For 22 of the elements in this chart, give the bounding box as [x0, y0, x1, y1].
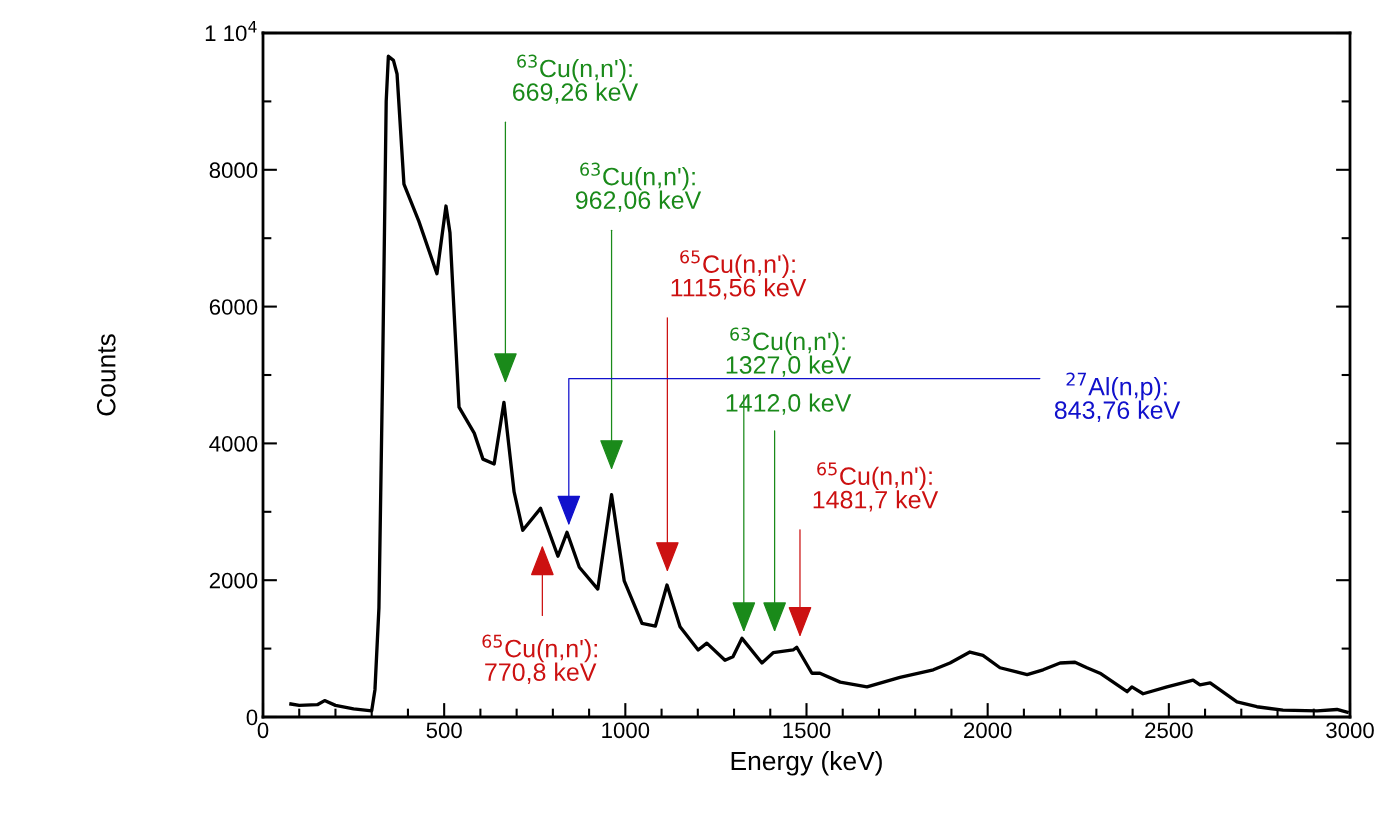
annotation: $^{65}$Cu(n,n'): 770,8 keV: [482, 634, 597, 684]
y-tick-label: 6000: [209, 299, 258, 315]
y-tick-label: 1 10$^{4}$: [205, 21, 257, 42]
annotation: $^{63}$Cu(n,n'): 962,06 keV: [575, 162, 702, 212]
x-tick-label: 3000: [1326, 722, 1374, 739]
annotation: $^{63}$Cu(n,n'): 1327,0 keV: [726, 327, 852, 377]
y-tick-label: 0: [246, 709, 258, 726]
x-tick-label: 2000: [964, 722, 1012, 739]
annotation: $^{27}$Al(n,p): 843,76 keV: [1054, 372, 1181, 422]
annotation: $^{65}$Cu(n,n'): 1481,7 keV: [813, 462, 939, 512]
y-tick-label: 2000: [209, 572, 258, 589]
x-tick-label: 0: [257, 722, 269, 739]
x-tick-label: 1500: [783, 722, 831, 739]
y-tick-label: 8000: [209, 162, 258, 179]
x-tick-label: 500: [426, 722, 462, 739]
x-tick-label: 1000: [602, 722, 650, 739]
y-axis-title: Counts: [96, 334, 116, 416]
annotation: $^{63}$Cu(n,n'): 669,26 keV: [513, 54, 639, 104]
y-tick-label: 4000: [209, 435, 258, 452]
x-tick-label: 2500: [1145, 722, 1193, 739]
annotation: $^{65}$Cu(n,n'): 1115,56 keV: [671, 250, 807, 300]
x-axis-title: Energy (keV): [731, 750, 882, 776]
